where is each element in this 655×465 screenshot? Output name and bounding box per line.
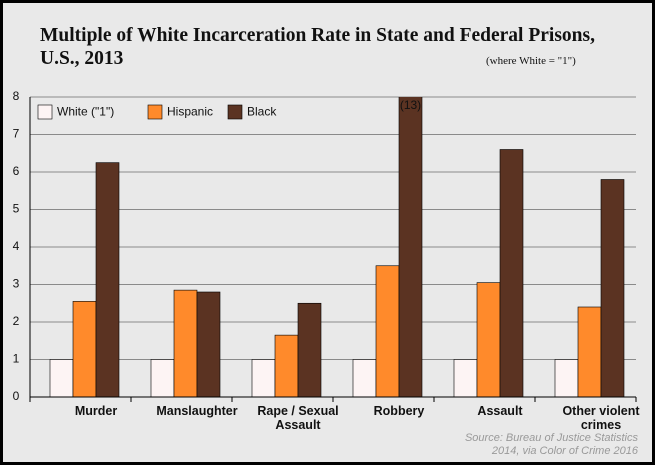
chart-title: Multiple of White Incarceration Rate in … bbox=[40, 25, 595, 69]
bars bbox=[49, 97, 625, 398]
chart-subtitle: (where White = "1") bbox=[486, 55, 576, 67]
y-tick-label: 7 bbox=[13, 127, 20, 141]
y-tick-label: 2 bbox=[13, 314, 20, 328]
bar bbox=[150, 359, 175, 398]
x-tick-label: Robbery bbox=[373, 404, 425, 418]
y-tick-label: 0 bbox=[13, 389, 20, 403]
legend-swatch bbox=[147, 104, 163, 120]
y-tick-label: 3 bbox=[13, 277, 20, 291]
source-note: Source: Bureau of Justice Statistics 201… bbox=[464, 432, 638, 457]
bar bbox=[251, 359, 276, 398]
y-tick-label: 1 bbox=[13, 352, 20, 366]
bar bbox=[196, 291, 221, 398]
bar bbox=[72, 301, 97, 398]
bar bbox=[600, 179, 625, 398]
x-tick-label: Assault bbox=[477, 404, 523, 418]
bar bbox=[173, 289, 198, 398]
data-label: (13) bbox=[400, 98, 421, 112]
bar bbox=[49, 359, 74, 398]
legend-label: Hispanic bbox=[167, 105, 213, 119]
bar bbox=[476, 282, 501, 398]
y-tick-label: 4 bbox=[13, 239, 20, 253]
legend-label: White ("1") bbox=[57, 105, 114, 119]
legend-swatch bbox=[37, 104, 53, 120]
bar bbox=[499, 149, 524, 398]
y-tick-label: 8 bbox=[13, 89, 20, 103]
bar bbox=[554, 359, 579, 398]
bar bbox=[453, 359, 478, 398]
legend: White ("1") Hispanic Black bbox=[34, 100, 284, 124]
bar bbox=[297, 302, 322, 398]
y-tick-label: 6 bbox=[13, 164, 20, 178]
legend-swatch bbox=[227, 104, 243, 120]
bar bbox=[274, 334, 299, 398]
x-tick-label: Rape / Sexual Assault bbox=[257, 404, 339, 432]
x-tick-label: Other violent crimes bbox=[562, 404, 640, 432]
bar bbox=[375, 265, 400, 398]
x-tick-label: Manslaughter bbox=[156, 404, 238, 418]
x-tick-label: Murder bbox=[74, 404, 118, 418]
bar bbox=[352, 359, 377, 398]
legend-label: Black bbox=[247, 105, 277, 119]
y-tick-label: 5 bbox=[13, 202, 20, 216]
bar bbox=[95, 162, 120, 398]
bar bbox=[577, 306, 602, 398]
